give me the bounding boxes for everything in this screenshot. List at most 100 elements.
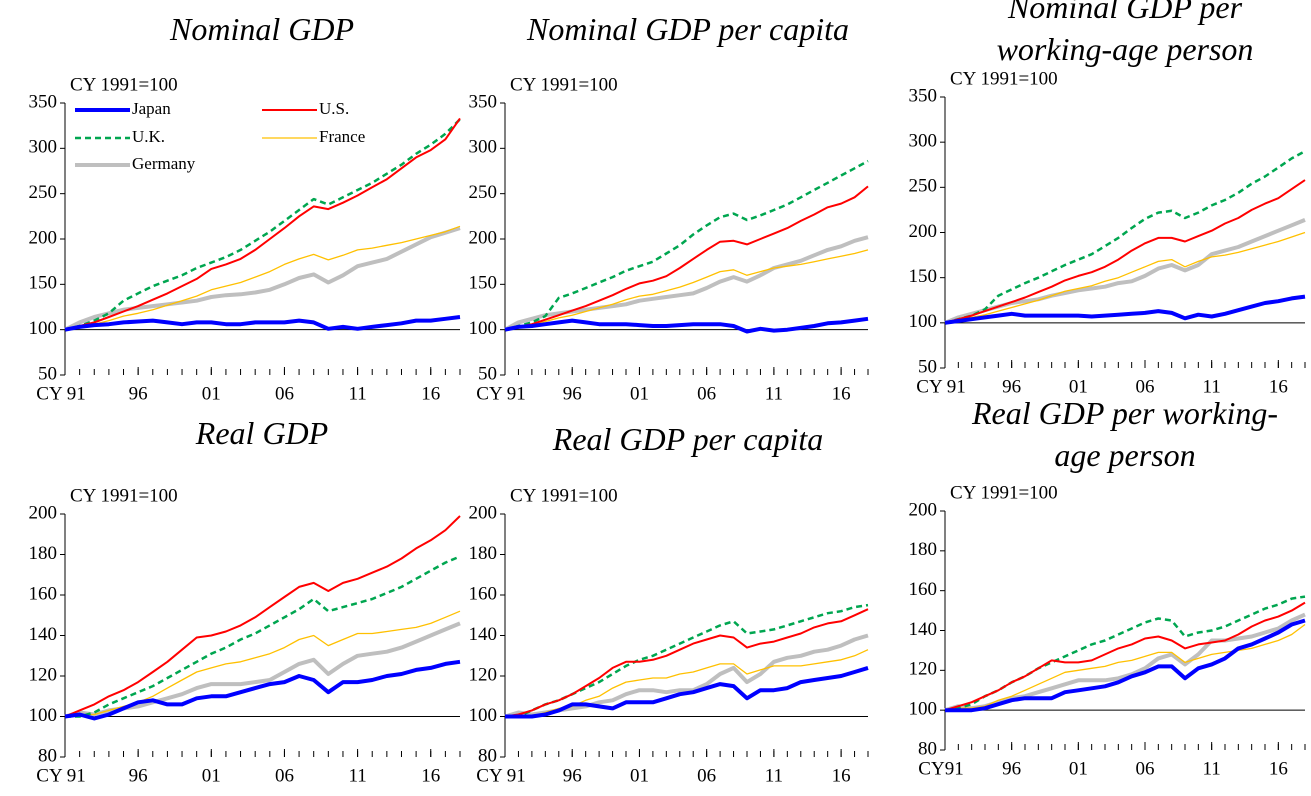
series-line [944,612,1306,713]
y-tick-label: 80 [918,738,937,759]
x-tick-label: 16 [421,383,440,404]
x-tick-label: 06 [275,765,294,786]
x-tick-label: CY 91 [476,383,525,404]
x-tick-label: 01 [202,383,221,404]
series-line [64,118,461,331]
panel: CY 1991=100 80 100 120 140 160 180 200 CY 91 96 01… [469,485,869,786]
y-tick-label: 50 [478,363,497,384]
y-tick-label: 250 [909,176,938,197]
series-line [944,294,1306,325]
legend-label: France [319,127,365,146]
x-tick-label: 01 [1069,758,1088,779]
y-tick-label: 100 [909,699,938,720]
x-tick-label: 01 [630,765,649,786]
series-line [504,249,869,331]
x-tick-label: 01 [1069,376,1088,397]
y-tick-label: 350 [29,91,58,112]
y-tick-label: 200 [469,502,498,523]
y-tick-label: 250 [29,182,58,203]
y-tick-label: 160 [909,579,938,600]
y-tick-label: 150 [909,266,938,287]
series-line [944,623,1306,711]
panel: CY 1991=100 80 100 120 140 160 180 200 CY91 96 01 0… [909,482,1306,779]
x-tick-label: CY 91 [36,383,85,404]
note: CY 1991=100 [70,74,178,95]
series-line [944,179,1306,324]
series-line [64,515,461,718]
x-tick-label: 96 [563,765,582,786]
panel: CY 1991=100 80 100 120 140 160 180 200 CY 91 96 01… [29,485,461,786]
x-tick-label: 96 [129,765,148,786]
x-tick-label: 96 [563,383,582,404]
y-tick-label: 200 [469,227,498,248]
y-tick-label: 150 [469,273,498,294]
series-line [944,231,1306,324]
chart-title: Real GDP per working-age person [971,395,1279,473]
x-tick-label: CY 91 [36,765,85,786]
legend-label: Germany [132,154,196,173]
x-tick-label: 06 [697,383,716,404]
x-tick-label: 16 [421,765,440,786]
y-tick-label: 300 [29,137,58,158]
series-line [944,150,1306,325]
chart-title: Nominal GDP per capita [526,11,850,47]
y-tick-label: 350 [469,91,498,112]
x-tick-label: 01 [202,765,221,786]
panel: CY 1991=100 50 100 150 200 250 300 350 CY 91 96 01… [29,74,461,404]
y-tick-label: 160 [29,583,58,604]
y-tick-label: 200 [909,499,938,520]
y-tick-label: 120 [469,664,498,685]
series-line [504,649,869,718]
x-tick-label: 11 [1203,376,1221,397]
y-tick-label: 160 [469,583,498,604]
y-tick-label: 80 [38,745,57,766]
note: CY 1991=100 [510,74,618,95]
x-tick-label: CY 91 [916,376,965,397]
legend-label: Japan [132,99,171,118]
y-tick-label: 120 [909,659,938,680]
series-line [945,618,1306,713]
y-tick-label: 140 [469,624,498,645]
legend-label: U.S. [319,99,349,118]
y-tick-label: 300 [469,137,498,158]
x-tick-label: 11 [348,765,366,786]
y-tick-label: 200 [29,502,58,523]
series-line [505,665,869,719]
y-tick-label: 200 [29,227,58,248]
y-tick-label: 140 [909,619,938,640]
chart-title: Real GDP [195,415,329,451]
y-tick-label: 50 [38,363,57,384]
series-line [504,608,869,718]
panel: CY 1991=100 50 100 150 200 250 300 350 CY 91 96 01… [469,74,869,404]
x-tick-label: 06 [275,383,294,404]
series-line [64,315,461,332]
x-tick-label: 96 [1002,376,1021,397]
x-tick-label: CY91 [918,758,963,779]
chart-title: Nominal GDP [170,11,354,47]
series-line [504,316,869,334]
y-tick-label: 180 [909,539,938,560]
series-line [944,601,1306,712]
series-line [64,621,461,719]
x-tick-label: 11 [765,765,783,786]
note: CY 1991=100 [70,485,178,506]
x-tick-label: 06 [697,765,716,786]
series-line [944,595,1306,712]
panel: CY 1991=100 50 100 150 200 250 300 350 CY 91 96 01… [909,68,1306,397]
y-tick-label: 250 [469,182,498,203]
y-tick-label: 50 [918,356,937,377]
x-tick-label: 06 [1136,758,1155,779]
y-tick-label: 100 [29,318,58,339]
series-line [64,225,461,331]
x-tick-label: 16 [832,383,851,404]
x-tick-label: 16 [1269,376,1288,397]
y-tick-label: 100 [29,705,58,726]
y-tick-label: 100 [469,705,498,726]
x-tick-label: 11 [348,383,366,404]
x-tick-label: CY 91 [476,765,525,786]
x-tick-label: 06 [1136,376,1155,397]
series-line [504,159,869,331]
y-tick-label: 80 [478,745,497,766]
